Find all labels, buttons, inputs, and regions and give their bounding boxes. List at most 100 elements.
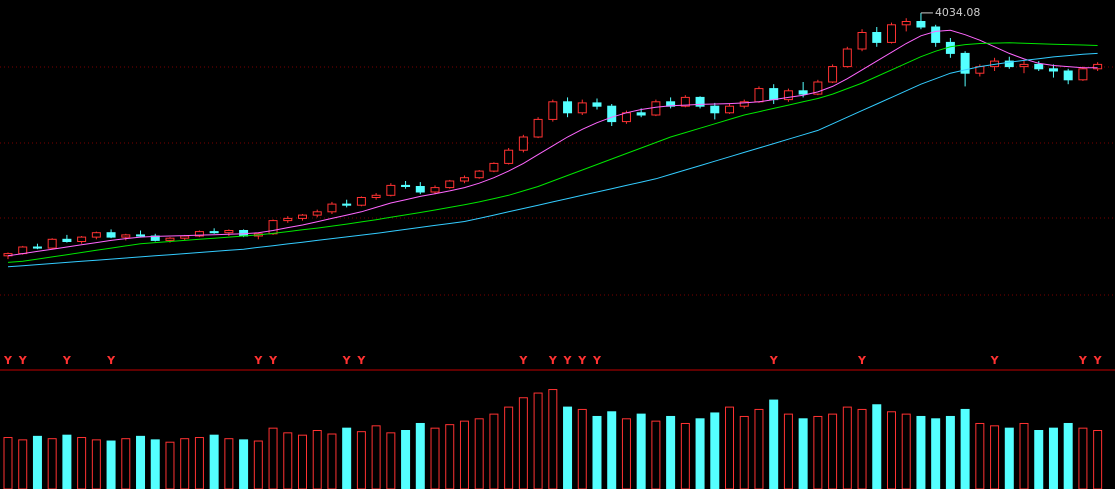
volume-bar xyxy=(886,411,896,489)
candle-body xyxy=(474,170,484,179)
candle-body xyxy=(842,48,852,68)
signal-label: Y xyxy=(3,354,13,367)
volume-bar xyxy=(150,439,160,489)
volume-bar xyxy=(607,411,617,489)
volume-bar xyxy=(224,438,234,489)
candle-body xyxy=(798,90,808,95)
volume-bar xyxy=(798,418,808,489)
candle-body xyxy=(415,186,425,193)
volume-bar xyxy=(121,438,131,489)
candle-body xyxy=(1063,70,1073,81)
volume-bar xyxy=(872,404,882,489)
signal-label: Y xyxy=(268,354,278,367)
candle-body xyxy=(91,232,101,238)
ma-line xyxy=(7,29,1098,257)
candle-body xyxy=(401,184,411,187)
candle-body xyxy=(725,105,735,114)
signal-label: Y xyxy=(18,354,28,367)
candle-body xyxy=(710,105,720,114)
candle-body xyxy=(577,102,587,114)
signal-label: Y xyxy=(857,354,867,367)
candle-body xyxy=(901,21,911,26)
candle-body xyxy=(533,118,543,138)
signal-label: Y xyxy=(518,354,528,367)
ma-line xyxy=(7,52,1098,268)
candle-body xyxy=(1034,63,1044,70)
volume-bar xyxy=(1078,427,1088,489)
candle-body xyxy=(194,231,204,237)
volume-bar xyxy=(828,413,838,489)
volume-bar xyxy=(371,425,381,489)
volume-bar xyxy=(916,415,926,489)
candle-body xyxy=(1019,63,1029,68)
candle-body xyxy=(327,203,337,213)
candle-body xyxy=(636,112,646,116)
volume-bar xyxy=(62,434,72,489)
candle-body xyxy=(62,238,72,243)
volume-bar xyxy=(621,418,631,489)
volume-bar xyxy=(960,408,970,489)
volume-bar xyxy=(18,439,28,489)
candle-body xyxy=(386,184,396,196)
volume-bar xyxy=(194,437,204,489)
volume-bar xyxy=(489,413,499,489)
volume-bar xyxy=(106,440,116,489)
candle-body xyxy=(445,180,455,189)
candle-body xyxy=(32,246,42,249)
volume-bar xyxy=(857,408,867,489)
candle-body xyxy=(430,187,440,193)
candle-body xyxy=(739,101,749,107)
volume-bar xyxy=(592,415,602,489)
volume-bar xyxy=(268,427,278,489)
volume-bar xyxy=(356,431,366,489)
candle-body xyxy=(548,101,558,120)
candle-body xyxy=(18,246,28,255)
signal-label: Y xyxy=(356,354,366,367)
volume-bar xyxy=(680,422,690,489)
volume-bar xyxy=(239,439,249,489)
volume-bar xyxy=(710,412,720,489)
candle-body xyxy=(695,96,705,107)
volume-bar xyxy=(77,437,87,489)
candle-body xyxy=(77,236,87,243)
candle-body xyxy=(813,81,823,95)
candle-body xyxy=(886,24,896,43)
volume-bar xyxy=(548,389,558,489)
volume-bar xyxy=(813,415,823,489)
volume-bar xyxy=(577,408,587,489)
volume-bar xyxy=(253,440,263,489)
signal-label: Y xyxy=(253,354,263,367)
candle-body xyxy=(180,235,190,239)
volume-bar xyxy=(504,406,514,489)
volume-bar xyxy=(783,413,793,489)
volume-bar xyxy=(209,434,219,489)
volume-bar xyxy=(283,432,293,489)
signal-label: Y xyxy=(592,354,602,367)
candle-body xyxy=(297,214,307,219)
candle-body xyxy=(916,21,926,28)
candle-body xyxy=(47,238,57,249)
candle-body xyxy=(283,217,293,222)
volume-bar xyxy=(666,415,676,489)
volume-bar xyxy=(474,418,484,489)
volume-bar xyxy=(386,432,396,489)
volume-bar xyxy=(945,415,955,489)
candle-body xyxy=(931,26,941,43)
volume-bar xyxy=(3,437,13,489)
candle-body xyxy=(342,203,352,206)
volume-bar xyxy=(1019,422,1029,489)
high-label: 4034.08 xyxy=(935,6,981,19)
volume-bar xyxy=(563,406,573,489)
volume-bar xyxy=(342,427,352,489)
volume-bar xyxy=(901,413,911,489)
signal-label: Y xyxy=(769,354,779,367)
signal-label: Y xyxy=(106,354,116,367)
candle-body xyxy=(489,162,499,172)
volume-bar xyxy=(754,408,764,489)
candle-body xyxy=(504,149,514,164)
volume-bar xyxy=(180,438,190,489)
candle-body xyxy=(165,237,175,241)
candle-body xyxy=(121,234,131,238)
candle-body xyxy=(563,101,573,114)
candle-body xyxy=(371,194,381,199)
